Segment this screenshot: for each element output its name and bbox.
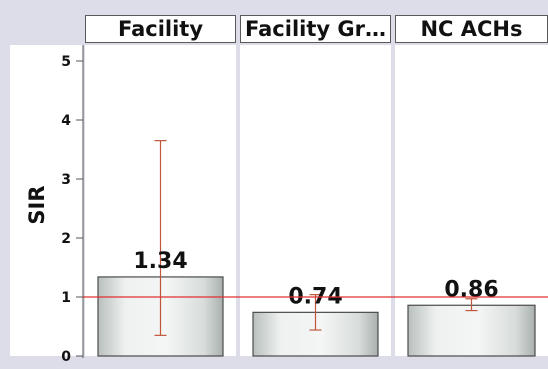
panel-header-1: [85, 15, 236, 43]
y-tick-label-2: 2: [61, 231, 71, 247]
data-label-1: 1.34: [133, 249, 187, 274]
y-tick-label-0: 0: [61, 349, 71, 364]
bar-3: [407, 304, 536, 357]
y-axis-region: [10, 45, 83, 356]
y-axis-label: SIR: [25, 185, 49, 224]
y-tick-label-1: 1: [61, 290, 71, 306]
y-tick-label-5: 5: [61, 54, 71, 70]
panel-title-1: Facility: [118, 17, 203, 41]
panel-title-3: NC ACHs: [420, 17, 522, 41]
panel-header-3: [395, 15, 548, 43]
y-tick-label-4: 4: [61, 113, 71, 129]
data-label-3: 0.86: [444, 277, 498, 302]
panel-header-2: [240, 15, 391, 43]
panel-title-2: Facility Gr…: [245, 17, 386, 41]
y-tick-label-3: 3: [61, 172, 71, 188]
